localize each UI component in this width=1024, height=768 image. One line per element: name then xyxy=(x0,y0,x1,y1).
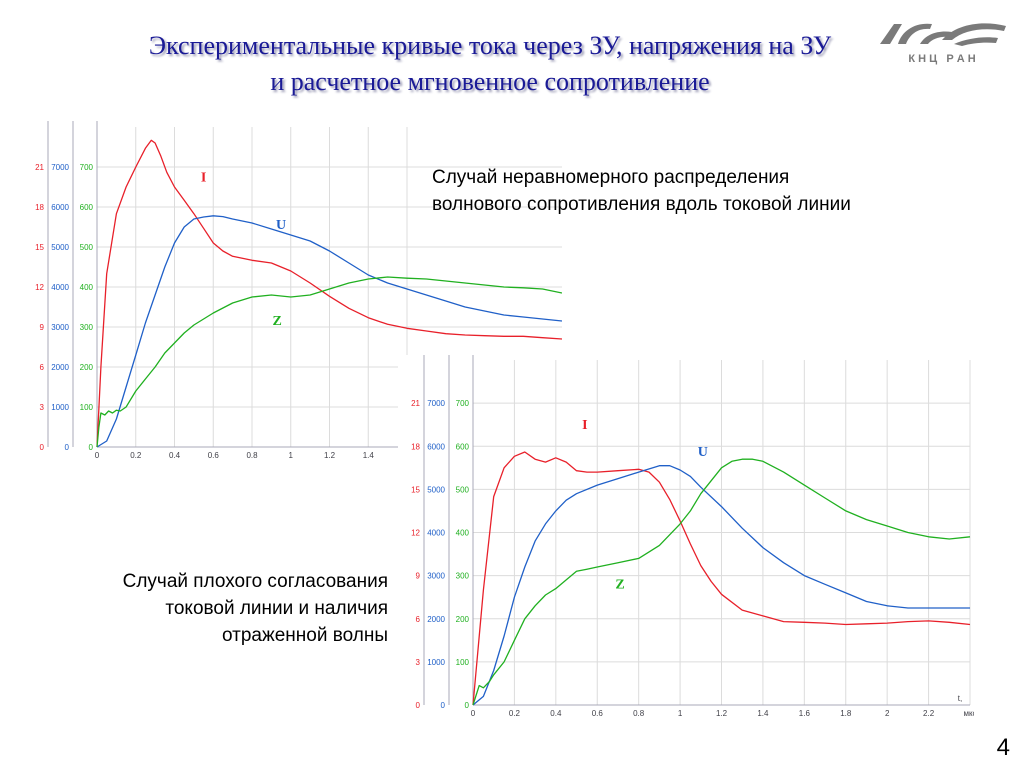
c1-tick-Z-2: 200 xyxy=(80,363,94,372)
c1-tick-U-0: 0 xyxy=(65,443,70,452)
c1-xtick-1: 0.2 xyxy=(130,451,142,460)
c1-tick-Z-6: 600 xyxy=(80,203,94,212)
c1-series-label-I: I xyxy=(201,171,206,186)
c1-xtick-7: 1.4 xyxy=(363,451,375,460)
c1-tick-I-4: 12 xyxy=(35,283,44,292)
c1-series-U xyxy=(96,215,562,448)
c2-tick-I-3: 9 xyxy=(416,572,421,581)
c2-series-label-U: U xyxy=(698,445,708,460)
c2-series-label-Z: Z xyxy=(615,578,624,593)
c2-tick-U-3: 3000 xyxy=(427,572,445,581)
c1-xtick-0: 0 xyxy=(95,451,100,460)
ksc-ras-logo: К Н Ц Р А Н xyxy=(880,23,1006,65)
c2-tick-Z-2: 200 xyxy=(456,615,470,624)
c2-tick-I-7: 21 xyxy=(411,399,420,408)
c2-tick-U-5: 5000 xyxy=(427,485,445,494)
c1-tick-U-1: 1000 xyxy=(51,403,69,412)
caption-nonuniform-impedance: Случай неравномерного распределения волн… xyxy=(432,164,972,218)
caption-2-line-2: токовой линии и наличия xyxy=(165,598,388,619)
c2-xtick-4: 0.8 xyxy=(633,709,645,718)
c2-tick-U-2: 2000 xyxy=(427,615,445,624)
c1-tick-U-5: 5000 xyxy=(51,243,69,252)
chart-poor-matching-svg: I,AU,BZ036912151821010002000300040005000… xyxy=(411,355,974,718)
c1-tick-Z-0: 0 xyxy=(89,443,94,452)
c1-tick-I-7: 21 xyxy=(35,163,44,172)
c2-series-U xyxy=(472,465,970,706)
c2-xtick-3: 0.6 xyxy=(592,709,604,718)
c1-tick-U-2: 2000 xyxy=(51,363,69,372)
caption-1-line-2: волнового сопротивления вдоль токовой ли… xyxy=(432,194,851,215)
c1-series-I xyxy=(96,139,562,448)
c2-tick-U-7: 7000 xyxy=(427,399,445,408)
c1-tick-I-0: 0 xyxy=(40,443,45,452)
c2-tick-I-1: 3 xyxy=(416,658,421,667)
c2-tick-I-0: 0 xyxy=(416,701,421,710)
c2-xtick-6: 1.2 xyxy=(716,709,728,718)
c2-tick-Z-1: 100 xyxy=(456,658,470,667)
c2-tick-Z-5: 500 xyxy=(456,485,470,494)
c1-tick-I-1: 3 xyxy=(40,403,45,412)
page-number: 4 xyxy=(996,734,1010,761)
slide-title: Экспериментальные кривые тока через ЗУ, … xyxy=(60,28,920,100)
c2-tick-Z-4: 400 xyxy=(456,529,470,538)
c1-tick-U-4: 4000 xyxy=(51,283,69,292)
c2-xtick-8: 1.6 xyxy=(799,709,811,718)
c1-xtick-3: 0.6 xyxy=(208,451,220,460)
c1-tick-I-3: 9 xyxy=(40,323,45,332)
c1-tick-U-7: 7000 xyxy=(51,163,69,172)
c2-tick-Z-3: 300 xyxy=(456,572,470,581)
c1-xtick-6: 1.2 xyxy=(324,451,336,460)
c2-xtick-5: 1 xyxy=(678,709,683,718)
c2-tick-I-4: 12 xyxy=(411,529,420,538)
c2-tick-U-6: 6000 xyxy=(427,442,445,451)
c2-tick-I-6: 18 xyxy=(411,442,420,451)
c2-xtick-9: 1.8 xyxy=(840,709,852,718)
c1-xtick-5: 1 xyxy=(289,451,294,460)
chart-nonuniform-impedance: I,AU,BZ036912151821010002000300040005000… xyxy=(34,118,562,463)
c1-tick-Z-3: 300 xyxy=(80,323,94,332)
c1-tick-I-5: 15 xyxy=(35,243,44,252)
c2-axis-label-t: t, xyxy=(958,694,962,703)
caption-poor-matching: Случай плохого согласования токовой лини… xyxy=(40,568,388,649)
c1-tick-I-6: 18 xyxy=(35,203,44,212)
logo-text: К Н Ц Р А Н xyxy=(908,53,975,65)
c2-xtick-12: мкс xyxy=(963,709,974,718)
c2-tick-U-1: 1000 xyxy=(427,658,445,667)
caption-2-line-1: Случай плохого согласования xyxy=(122,571,388,592)
logo-emblem-icon xyxy=(880,23,1006,46)
slide-title-line-1: Экспериментальные кривые тока через ЗУ, … xyxy=(148,31,832,60)
c1-tick-U-6: 6000 xyxy=(51,203,69,212)
c1-series-Z xyxy=(96,276,562,448)
c1-tick-Z-1: 100 xyxy=(80,403,94,412)
c2-xtick-10: 2 xyxy=(885,709,890,718)
slide-title-line-2: и расчетное мгновенное сопротивление xyxy=(270,67,710,96)
c1-tick-U-3: 3000 xyxy=(51,323,69,332)
c2-xtick-11: 2.2 xyxy=(923,709,935,718)
c1-xtick-2: 0.4 xyxy=(169,451,181,460)
chart-poor-matching: I,AU,BZ036912151821010002000300040005000… xyxy=(398,355,974,720)
c2-tick-I-5: 15 xyxy=(411,485,420,494)
c2-series-I xyxy=(472,451,971,706)
c2-series-label-I: I xyxy=(582,418,587,433)
c2-tick-U-0: 0 xyxy=(441,701,446,710)
c2-tick-U-4: 4000 xyxy=(427,529,445,538)
c2-xtick-2: 0.4 xyxy=(550,709,562,718)
c1-tick-I-2: 6 xyxy=(40,363,45,372)
c2-xtick-7: 1.4 xyxy=(757,709,769,718)
c2-tick-Z-7: 700 xyxy=(456,399,470,408)
c2-tick-Z-6: 600 xyxy=(456,442,470,451)
c1-xtick-4: 0.8 xyxy=(246,451,258,460)
c1-series-label-U: U xyxy=(276,218,286,233)
caption-1-line-1: Случай неравномерного распределения xyxy=(432,167,790,188)
c1-tick-Z-4: 400 xyxy=(80,283,94,292)
c1-tick-Z-7: 700 xyxy=(80,163,94,172)
c2-series-Z xyxy=(472,458,971,706)
c1-series-label-Z: Z xyxy=(273,314,282,329)
c2-xtick-1: 0.2 xyxy=(509,709,521,718)
c2-tick-Z-0: 0 xyxy=(465,701,470,710)
c2-xtick-0: 0 xyxy=(471,709,476,718)
caption-2-line-3: отраженной волны xyxy=(222,625,388,646)
c2-tick-I-2: 6 xyxy=(416,615,421,624)
c1-tick-Z-5: 500 xyxy=(80,243,94,252)
